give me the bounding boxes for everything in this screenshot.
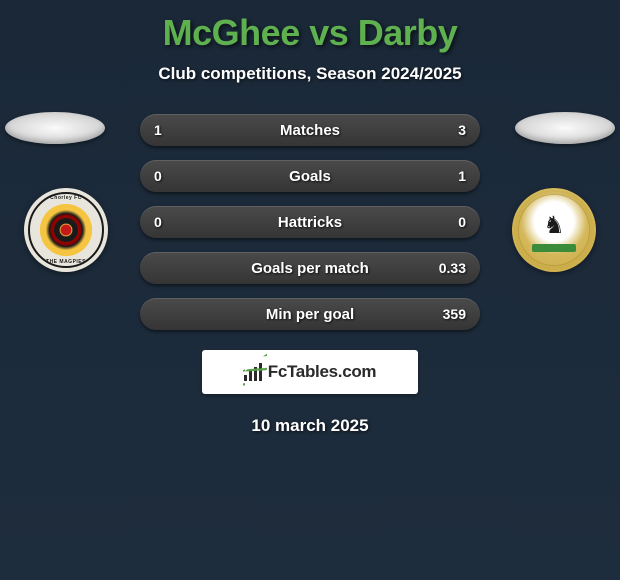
stat-row: 0 Hattricks 0 bbox=[140, 206, 480, 238]
stat-label: Goals per match bbox=[251, 260, 369, 277]
left-player-column: Chorley FC THE MAGPIES bbox=[20, 112, 140, 272]
lion-icon: ♞ bbox=[543, 214, 565, 238]
stat-row: Goals per match 0.33 bbox=[140, 252, 480, 284]
stat-row: 1 Matches 3 bbox=[140, 114, 480, 146]
branding-badge: FcTables.com bbox=[202, 350, 418, 394]
stat-right-value: 359 bbox=[443, 306, 466, 322]
rose-icon bbox=[40, 204, 92, 256]
crest-bottom-text: THE MAGPIES bbox=[24, 259, 108, 265]
right-club-crest: ♞ bbox=[512, 188, 596, 272]
stat-left-value: 0 bbox=[154, 168, 162, 184]
stat-right-value: 0.33 bbox=[439, 260, 466, 276]
stat-right-value: 0 bbox=[458, 214, 466, 230]
right-player-column: ♞ bbox=[480, 112, 600, 272]
chart-bars-icon bbox=[244, 363, 264, 381]
page-title: McGhee vs Darby bbox=[163, 12, 458, 54]
content-row: Chorley FC THE MAGPIES 1 Matches 3 0 Goa… bbox=[0, 112, 620, 330]
crest-top-text: Chorley FC bbox=[24, 195, 108, 201]
stat-label: Matches bbox=[280, 122, 340, 139]
stat-left-value: 1 bbox=[154, 122, 162, 138]
branding-text: FcTables.com bbox=[268, 362, 377, 382]
date-text: 10 march 2025 bbox=[251, 416, 368, 436]
right-player-avatar bbox=[515, 112, 615, 144]
stat-label: Hattricks bbox=[278, 214, 342, 231]
stat-label: Min per goal bbox=[266, 306, 354, 323]
left-player-avatar bbox=[5, 112, 105, 144]
ribbon-icon bbox=[532, 244, 576, 252]
left-club-crest: Chorley FC THE MAGPIES bbox=[24, 188, 108, 272]
stat-label: Goals bbox=[289, 168, 331, 185]
stat-right-value: 1 bbox=[458, 168, 466, 184]
branding-inner: FcTables.com bbox=[244, 362, 377, 382]
comparison-card: McGhee vs Darby Club competitions, Seaso… bbox=[0, 0, 620, 444]
stats-bars: 1 Matches 3 0 Goals 1 0 Hattricks 0 Goal… bbox=[140, 114, 480, 330]
stat-row: Min per goal 359 bbox=[140, 298, 480, 330]
stat-right-value: 3 bbox=[458, 122, 466, 138]
subtitle: Club competitions, Season 2024/2025 bbox=[158, 64, 461, 84]
stat-left-value: 0 bbox=[154, 214, 162, 230]
stat-row: 0 Goals 1 bbox=[140, 160, 480, 192]
